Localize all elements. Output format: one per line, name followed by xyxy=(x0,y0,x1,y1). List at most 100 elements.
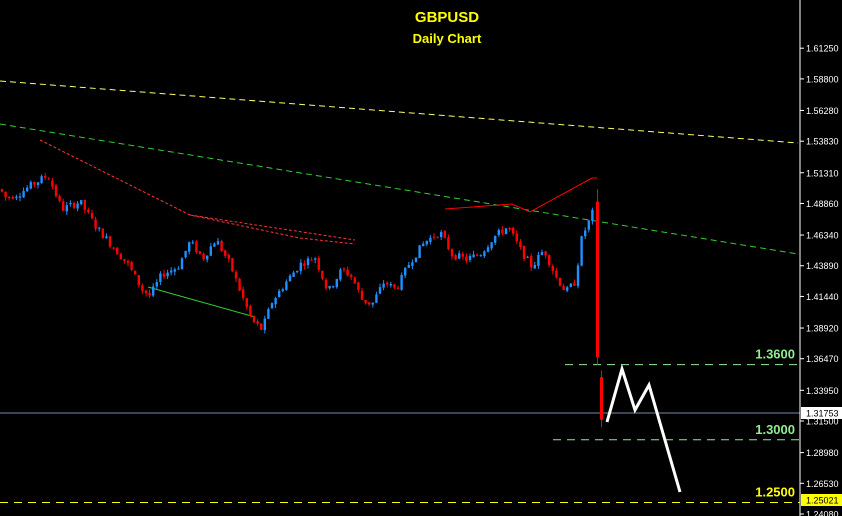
candle-body xyxy=(371,302,374,305)
candle-body xyxy=(587,220,590,230)
candle-body xyxy=(382,283,385,288)
candle-body xyxy=(328,286,331,289)
candle-body xyxy=(555,270,558,278)
candle-body xyxy=(155,282,158,287)
candle-body xyxy=(281,289,284,292)
candle-body xyxy=(137,275,140,286)
candle-body xyxy=(162,273,166,277)
candle-body xyxy=(303,263,306,266)
candle-body xyxy=(0,189,4,192)
current-price-label: 1.31753 xyxy=(806,409,839,419)
candle-body xyxy=(461,253,464,257)
candle-body xyxy=(184,250,187,258)
candle-body xyxy=(51,180,54,187)
candle-body xyxy=(242,289,245,298)
candle-body xyxy=(515,233,518,242)
current-price-tag: 1.31753 xyxy=(801,407,842,419)
candle-body xyxy=(562,286,565,291)
level-label: 1.2500 xyxy=(755,484,795,499)
candle-body xyxy=(324,279,328,289)
y-tick-label: 1.33950 xyxy=(806,386,839,396)
candle-body xyxy=(260,323,263,330)
candle-body xyxy=(350,275,353,277)
candle-body xyxy=(368,302,371,305)
y-tick-label: 1.58800 xyxy=(806,74,839,84)
candle-body xyxy=(112,247,115,249)
candle-body xyxy=(533,264,536,269)
candle-body xyxy=(530,256,533,268)
candle-body xyxy=(29,182,32,189)
last-price-box xyxy=(801,494,842,506)
candle-body xyxy=(504,228,508,235)
candle-body xyxy=(144,290,148,294)
candle-body xyxy=(206,255,209,260)
candle-body xyxy=(213,243,216,247)
y-tick-label: 1.24080 xyxy=(806,510,839,516)
y-tick-label: 1.61250 xyxy=(806,44,839,54)
candle-body xyxy=(288,275,292,282)
trendline-upper-green xyxy=(0,123,799,255)
candle-body xyxy=(360,290,364,300)
candle-body xyxy=(123,259,126,261)
candle-body xyxy=(15,196,18,199)
candle-body xyxy=(378,287,382,294)
candle-body xyxy=(249,305,252,316)
candle-body xyxy=(173,269,176,272)
candle-body xyxy=(134,270,137,275)
candle-body xyxy=(18,196,22,198)
candle-body xyxy=(224,250,227,256)
candle-body xyxy=(414,257,418,262)
candle-body xyxy=(278,290,281,298)
chart-subtitle: Daily Chart xyxy=(413,31,482,46)
candle-body xyxy=(497,229,500,236)
y-tick-label: 1.31500 xyxy=(806,417,839,427)
trendline-lower-green xyxy=(147,286,256,318)
candle-body xyxy=(400,274,403,290)
candle-body xyxy=(40,176,43,183)
candle-body xyxy=(314,258,317,260)
candle-body xyxy=(44,175,47,178)
candle-body xyxy=(80,200,83,205)
candle-body xyxy=(26,187,29,192)
candle-body xyxy=(429,237,432,242)
candle-body xyxy=(544,251,547,256)
candle-body xyxy=(87,209,90,213)
candle-body xyxy=(600,377,603,420)
candle-body xyxy=(198,251,202,254)
trendline-red-dotted xyxy=(39,139,356,245)
candle-body xyxy=(292,272,295,277)
candle-body xyxy=(396,287,400,289)
candle-body xyxy=(148,292,151,296)
candle-body xyxy=(191,242,194,244)
candle-body xyxy=(94,219,97,229)
level-lines: 1.3600 1.3000 1.2500 xyxy=(0,347,800,503)
candle-body xyxy=(62,201,65,211)
candle-body xyxy=(22,190,25,198)
candle-body xyxy=(490,242,493,249)
candle-body xyxy=(220,241,223,251)
candle-body xyxy=(54,185,58,197)
candle-body xyxy=(209,246,212,256)
candle-body xyxy=(152,286,155,296)
candle-body xyxy=(98,227,101,229)
candle-body xyxy=(274,298,277,305)
candle-body xyxy=(170,270,173,273)
chart-title: GBPUSD xyxy=(415,9,479,26)
y-tick-label: 1.41440 xyxy=(806,292,839,302)
candle-body xyxy=(141,285,144,291)
candle-body xyxy=(501,229,504,234)
candle-body xyxy=(522,245,526,259)
candle-body xyxy=(479,255,482,257)
candle-body xyxy=(404,267,407,276)
y-tick-label: 1.38920 xyxy=(806,324,839,334)
candle-body xyxy=(285,281,288,290)
y-tick-label: 1.43890 xyxy=(806,261,839,271)
candle-body xyxy=(540,251,544,255)
trendline-red-dotted-2 xyxy=(189,214,356,241)
candle-body xyxy=(270,303,274,309)
candle-body xyxy=(580,236,583,266)
candle-body xyxy=(105,236,108,239)
candle-body xyxy=(558,277,562,286)
